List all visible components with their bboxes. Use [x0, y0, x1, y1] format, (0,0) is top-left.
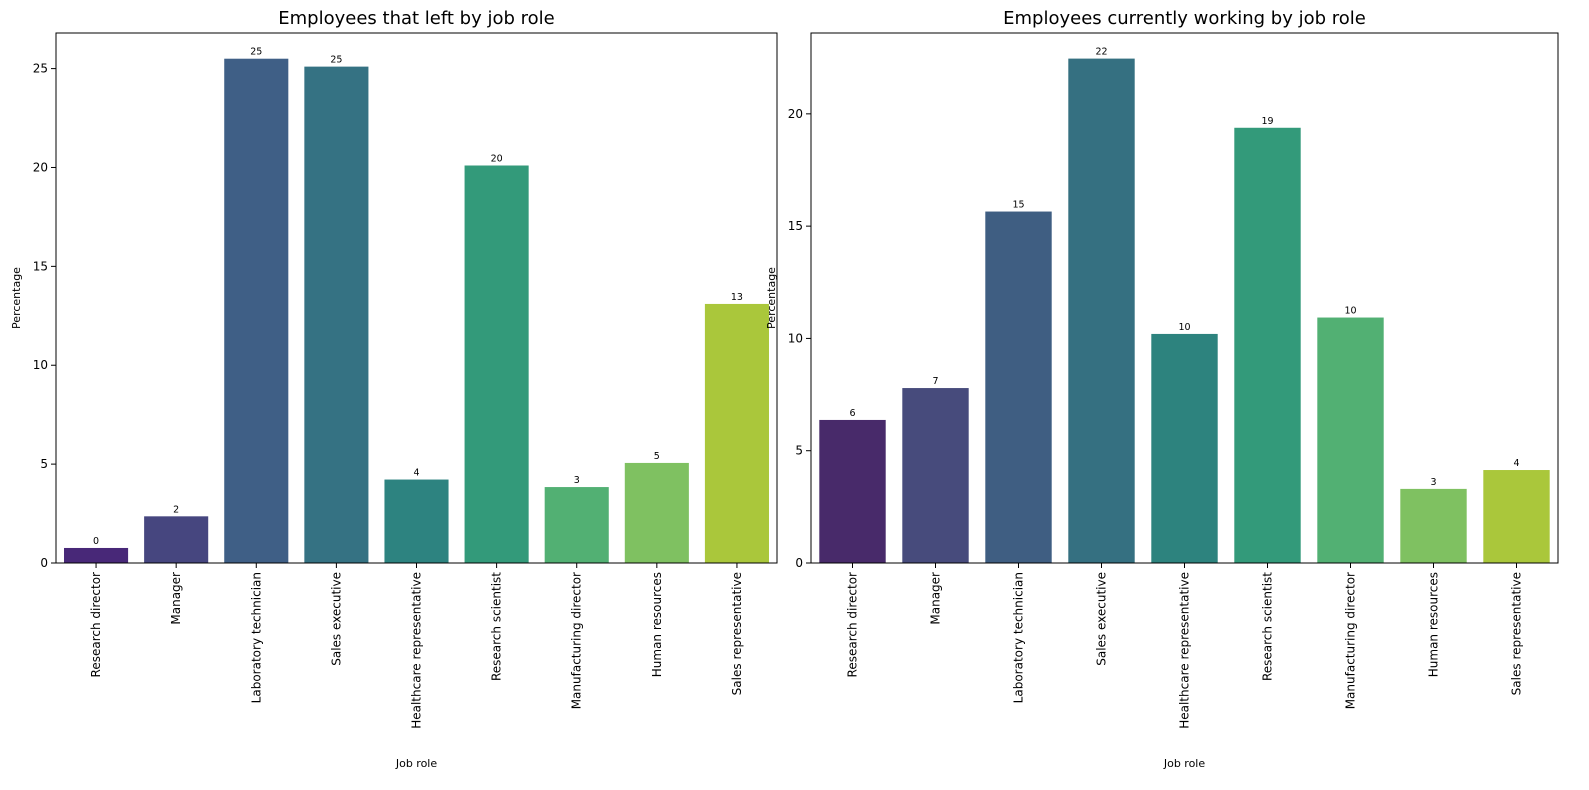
x-tick-label: Research director — [846, 572, 860, 678]
y-tick-label: 20 — [33, 160, 48, 174]
bar — [1317, 317, 1384, 563]
data-label: 15 — [1012, 200, 1024, 211]
data-label: 3 — [1430, 477, 1436, 488]
bar — [1151, 333, 1218, 563]
data-label: 19 — [1261, 116, 1273, 127]
x-tick-label: Healthcare representative — [1178, 572, 1192, 729]
bar — [464, 165, 529, 563]
x-tick-label: Manufacturing director — [1344, 572, 1358, 709]
bar — [902, 388, 969, 563]
bar — [704, 303, 769, 563]
y-tick-label: 5 — [795, 444, 803, 458]
bar — [1068, 58, 1135, 564]
y-axis-label: Percentage — [765, 267, 778, 329]
y-tick-label: 20 — [788, 107, 803, 121]
chart-panel-1: 0 2 25 25 4 20 3 5 13 0 5 10 15 20 25 Research director… — [10, 8, 778, 770]
y-tick-label: 10 — [33, 358, 48, 372]
bar — [384, 479, 449, 563]
y-tick-label: 0 — [40, 556, 48, 570]
x-tick-label: Laboratory technician — [249, 572, 263, 703]
chart-title: Employees that left by job role — [278, 8, 554, 29]
data-label: 7 — [932, 376, 938, 387]
data-label: 20 — [491, 154, 503, 165]
x-tick-label: Human resources — [650, 572, 664, 677]
data-label: 25 — [330, 55, 342, 66]
y-tick-label: 10 — [788, 331, 803, 345]
data-label: 4 — [413, 468, 419, 479]
x-tick-label: Sales representative — [1510, 572, 1524, 695]
x-axis-label: Job role — [395, 757, 438, 770]
bar — [985, 211, 1052, 563]
y-tick-label: 15 — [788, 219, 803, 233]
data-label: 10 — [1344, 306, 1356, 317]
data-label: 22 — [1095, 47, 1107, 58]
y-tick-label: 15 — [33, 259, 48, 273]
data-label: 0 — [93, 536, 99, 547]
x-tick-label: Manufacturing director — [570, 572, 584, 709]
x-tick-label: Sales representative — [730, 572, 744, 695]
x-tick-label: Sales executive — [1095, 572, 1109, 666]
x-tick-label: Healthcare representative — [410, 572, 424, 729]
x-tick-label: Research scientist — [1261, 572, 1275, 681]
data-label: 3 — [574, 475, 580, 486]
x-tick-label: Human resources — [1427, 572, 1441, 677]
bar — [819, 419, 886, 563]
y-tick-label: 0 — [795, 556, 803, 570]
x-tick-label: Manager — [169, 572, 183, 625]
data-label: 10 — [1178, 322, 1190, 333]
bar — [304, 66, 369, 564]
bar — [224, 58, 289, 563]
x-axis-label: Job role — [1163, 757, 1206, 770]
bar — [1483, 470, 1550, 563]
y-axis-label: Percentage — [10, 267, 23, 329]
bar — [64, 547, 129, 563]
y-tick-label: 25 — [33, 62, 48, 76]
data-label: 25 — [250, 47, 262, 58]
data-label: 13 — [731, 292, 743, 303]
x-tick-label: Laboratory technician — [1012, 572, 1026, 703]
chart-title: Employees currently working by job role — [1003, 8, 1366, 29]
bar — [1400, 488, 1467, 563]
data-label: 5 — [654, 451, 660, 462]
data-label: 6 — [849, 408, 855, 419]
x-tick-label: Manager — [929, 572, 943, 625]
x-tick-label: Sales executive — [329, 572, 343, 666]
x-tick-label: Research scientist — [490, 572, 504, 681]
data-label: 2 — [173, 504, 179, 515]
bar — [1234, 127, 1301, 564]
bar — [544, 487, 609, 563]
data-label: 4 — [1513, 458, 1519, 469]
bar — [624, 462, 689, 563]
bar — [144, 516, 209, 563]
chart-panel-2: 6 7 15 22 10 19 10 3 4 0 5 10 15 20 Research director M… — [765, 8, 1559, 770]
x-tick-label: Research director — [89, 572, 103, 678]
y-tick-label: 5 — [40, 457, 48, 471]
